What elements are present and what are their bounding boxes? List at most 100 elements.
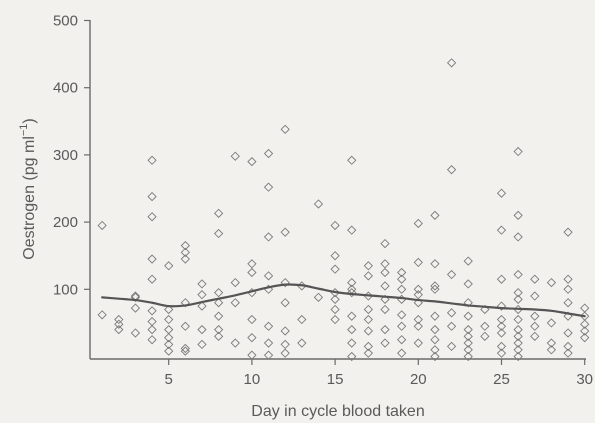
- data-point-diamond: [563, 227, 573, 237]
- trend-line: [101, 283, 586, 318]
- data-point-diamond: [496, 188, 507, 198]
- x-tick-label: 10: [244, 371, 261, 388]
- data-point-diamond: [330, 314, 340, 325]
- data-point-diamond: [496, 341, 507, 352]
- data-point-diamond: [363, 271, 374, 281]
- x-axis-title: Day in cycle blood taken: [251, 403, 424, 420]
- data-point-diamond: [430, 210, 440, 221]
- data-point-diamond: [446, 308, 457, 318]
- data-point-diamond: [114, 324, 124, 335]
- data-point-diamond: [397, 348, 407, 358]
- data-point-diamond: [530, 321, 540, 331]
- data-point-diamond: [546, 345, 557, 355]
- data-point-diamond: [147, 274, 157, 284]
- data-point-diamond: [480, 331, 490, 341]
- data-point-diamond: [347, 288, 357, 298]
- data-point-diamond: [463, 351, 473, 362]
- data-point-diamond: [247, 259, 257, 269]
- data-point-diamond: [347, 338, 357, 348]
- data-point-diamond: [430, 351, 440, 362]
- data-point-diamond: [463, 331, 473, 341]
- y-tick-label: 300: [53, 147, 78, 164]
- data-point-diamond: [164, 314, 174, 325]
- data-point-diamond: [446, 58, 457, 68]
- data-point-diamond: [213, 228, 224, 239]
- data-point-diamond: [513, 324, 523, 335]
- y-tick-label: 500: [53, 13, 78, 30]
- data-point-diamond: [130, 292, 141, 303]
- data-point-diamond: [430, 345, 440, 355]
- data-point-diamond: [263, 232, 274, 242]
- data-point-diamond: [580, 303, 590, 313]
- data-point-diamond: [513, 269, 523, 280]
- data-point-diamond: [463, 345, 473, 355]
- data-point-diamond: [280, 326, 290, 336]
- data-point-diamond: [97, 310, 107, 320]
- data-point-diamond: [430, 324, 440, 335]
- data-point-diamond: [397, 310, 407, 320]
- data-point-diamond: [513, 314, 523, 325]
- y-axis-title-close: ): [21, 118, 38, 123]
- data-point-diamond: [413, 338, 423, 348]
- data-point-diamond: [513, 210, 523, 221]
- data-point-diamond: [263, 271, 274, 281]
- data-point-diamond: [180, 298, 190, 308]
- data-point-diamond: [197, 324, 207, 335]
- data-point-diamond: [380, 304, 390, 315]
- data-point-diamond: [397, 267, 407, 278]
- data-point-diamond: [513, 338, 523, 348]
- data-point-diamond: [330, 294, 340, 305]
- data-point-diamond: [347, 351, 357, 362]
- data-point-diamond: [213, 311, 224, 321]
- y-axis-ticks: 100 200 300 400 500: [53, 13, 90, 298]
- data-point-diamond: [197, 339, 207, 350]
- data-point-diamond: [363, 326, 374, 336]
- data-point-diamond: [480, 321, 490, 331]
- data-point-diamond: [380, 294, 390, 305]
- data-point-diamond: [147, 212, 157, 222]
- data-point-diamond: [446, 341, 457, 352]
- data-point-diamond: [430, 311, 440, 321]
- data-point-diamond: [347, 277, 357, 288]
- data-point-diamond: [97, 220, 107, 231]
- data-point-diamond: [313, 199, 324, 209]
- data-point-diamond: [380, 238, 390, 249]
- data-point-diamond: [197, 301, 207, 311]
- data-point-diamond: [430, 259, 440, 269]
- data-point-diamond: [463, 338, 473, 348]
- data-point-diamond: [230, 298, 240, 308]
- data-point-diamond: [263, 148, 274, 159]
- data-point-diamond: [380, 281, 390, 291]
- data-point-diamond: [563, 298, 573, 308]
- data-point-diamond: [496, 328, 507, 338]
- data-point-diamond: [397, 321, 407, 331]
- data-point-diamond: [130, 328, 141, 338]
- data-point-diamond: [297, 338, 307, 348]
- data-point-diamond: [230, 151, 240, 161]
- data-point-diamond: [180, 240, 190, 251]
- x-tick-label: 30: [576, 371, 593, 388]
- data-point-diamond: [363, 304, 374, 315]
- data-point-diamond: [147, 254, 157, 264]
- y-tick-label: 400: [53, 80, 78, 97]
- data-point-diamond: [347, 324, 357, 335]
- data-point-diamond: [380, 259, 390, 269]
- x-tick-label: 5: [165, 371, 173, 388]
- data-point-diamond: [247, 314, 257, 325]
- data-point-diamond: [480, 304, 490, 315]
- data-point-diamond: [247, 267, 257, 278]
- data-point-diamond: [164, 304, 174, 315]
- data-point-diamond: [197, 290, 207, 300]
- data-point-diamond: [463, 256, 473, 266]
- data-point-diamond: [580, 326, 590, 336]
- data-point-diamond: [546, 277, 557, 288]
- data-point-diamond: [563, 348, 573, 358]
- data-point-diamond: [496, 301, 507, 311]
- x-axis-ticks: 5 10 15 20 25 30: [165, 359, 593, 388]
- data-point-diamond: [563, 341, 573, 352]
- data-point-diamond: [213, 324, 224, 335]
- data-point-diamond: [563, 274, 573, 284]
- data-point-diamond: [164, 261, 174, 271]
- data-point-diamond: [263, 338, 274, 348]
